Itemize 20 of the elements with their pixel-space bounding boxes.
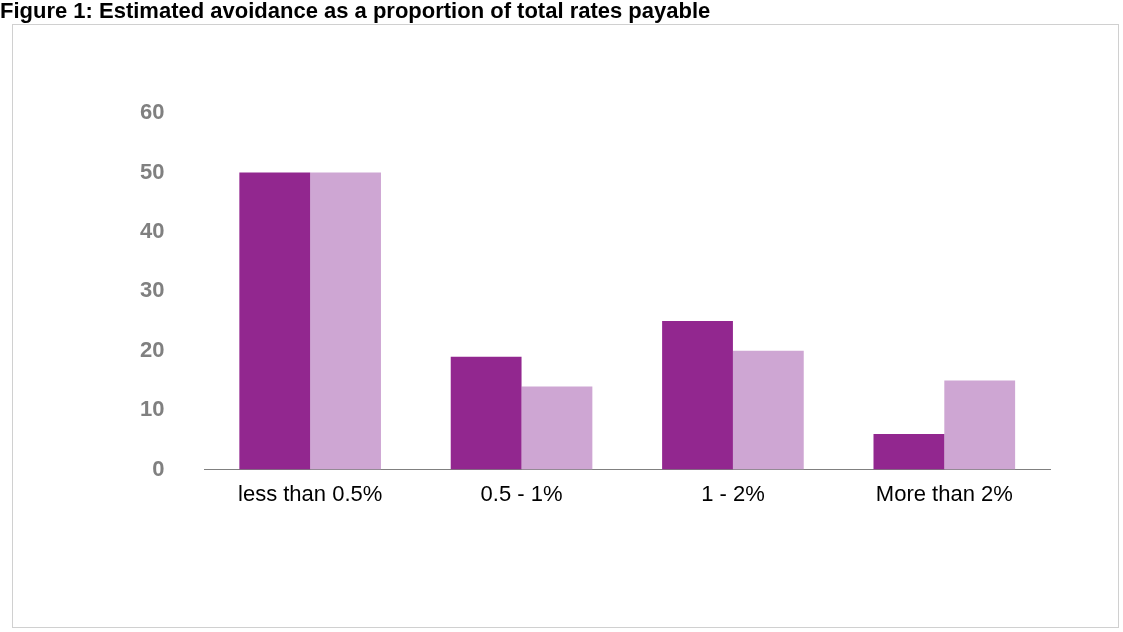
bar bbox=[732, 350, 804, 470]
bar bbox=[521, 386, 593, 470]
chart-title: Figure 1: Estimated avoidance as a proportion of total rates payable bbox=[0, 0, 711, 23]
bar bbox=[944, 380, 1016, 470]
x-tick-label: 1 - 2% bbox=[701, 480, 765, 506]
bar bbox=[310, 172, 381, 470]
bar bbox=[662, 321, 733, 470]
x-tick-label: 0.5 - 1% bbox=[480, 480, 563, 506]
y-tick-label: 60 bbox=[139, 99, 165, 125]
bar bbox=[450, 356, 522, 470]
x-tick-label: More than 2% bbox=[875, 480, 1013, 506]
bar bbox=[873, 433, 945, 470]
x-tick-label: less than 0.5% bbox=[238, 480, 383, 506]
y-tick-label: 10 bbox=[139, 396, 165, 422]
y-tick-label: 50 bbox=[139, 158, 165, 184]
y-tick-label: 0 bbox=[152, 455, 165, 481]
y-tick-label: 30 bbox=[139, 277, 165, 303]
y-tick-label: 40 bbox=[139, 218, 165, 244]
bar bbox=[239, 172, 311, 470]
y-tick-label: 20 bbox=[139, 336, 165, 362]
